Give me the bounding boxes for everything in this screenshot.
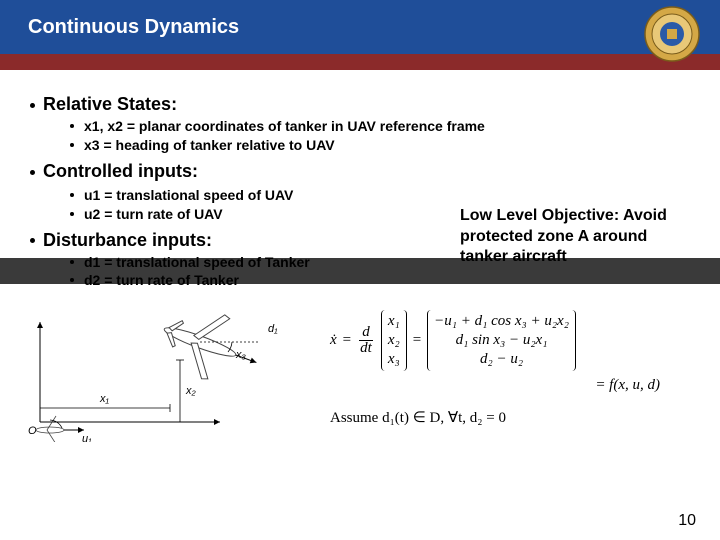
dynamics-vector: −u₁ + d₁ cos x₃ + u₂x₂ d₁ sin x₃ − u₂x₁ … [427, 310, 576, 370]
heading-text: Controlled inputs: [43, 161, 198, 181]
slide-title: Continuous Dynamics [28, 16, 239, 39]
eq-lhs: ẋ [330, 332, 337, 349]
frac-den: dt [357, 341, 375, 356]
uav-plane-icon [36, 416, 84, 442]
vec-entry: x₂ [388, 331, 400, 350]
slide-content: Relative States: x1, x2 = planar coordin… [0, 70, 720, 290]
objective-text: Low Level Objective: Avoid protected zon… [460, 184, 690, 268]
label-u1: u₁ [82, 433, 92, 442]
label-origin: O [28, 425, 37, 437]
figure-row: O x₁ x₂ d₁ x₃ [0, 302, 720, 442]
input-item: u2 = turn rate of UAV [70, 205, 460, 224]
vec-entry: d₁ sin x₃ − u₂x₁ [434, 331, 569, 350]
vec-entry: x₃ [388, 350, 400, 369]
disturb-item: d2 = turn rate of Tanker [70, 271, 460, 290]
university-seal-icon [644, 6, 700, 62]
label-x1: x₁ [99, 393, 110, 405]
frac-num: d [359, 325, 373, 341]
label-x2: x₂ [185, 385, 197, 397]
dynamics-equation: ẋ = d dt x₁ x₂ x₃ = −u₁ + d₁ cos x₃ + u₂… [330, 302, 700, 442]
disturb-item: d1 = translational speed of Tanker [70, 253, 460, 272]
section-heading-disturbance: Disturbance inputs: [30, 230, 460, 251]
label-u2: u₂ [34, 441, 45, 442]
eq-frac: d dt [357, 325, 375, 356]
header-red-band [0, 54, 720, 70]
label-x3: x₃ [235, 349, 247, 361]
tanker-plane-icon [153, 302, 268, 394]
slide-header: Continuous Dynamics [0, 0, 720, 70]
sub-list-disturbance: d1 = translational speed of Tanker d2 = … [70, 253, 460, 291]
vec-entry: x₁ [388, 312, 400, 331]
state-item: x1, x2 = planar coordinates of tanker in… [70, 117, 690, 136]
input-item: u1 = translational speed of UAV [70, 186, 460, 205]
heading-text: Relative States: [43, 94, 177, 114]
section-heading-controlled: Controlled inputs: [30, 161, 690, 182]
assumption-text: Assume d₁(t) ∈ D, ∀t, d₂ = 0 [330, 408, 700, 427]
heading-text: Disturbance inputs: [43, 230, 212, 250]
airplane-diagram: O x₁ x₂ d₁ x₃ [20, 302, 310, 442]
page-number: 10 [678, 512, 696, 530]
vec-entry: d₂ − u₂ [434, 350, 569, 369]
state-item: x3 = heading of tanker relative to UAV [70, 136, 690, 155]
label-d1: d₁ [268, 323, 278, 335]
eq-final: = f(x, u, d) [330, 377, 700, 394]
sub-list-controlled: u1 = translational speed of UAV u2 = tur… [70, 186, 460, 224]
header-blue-band: Continuous Dynamics [0, 0, 720, 54]
state-vector: x₁ x₂ x₃ [381, 310, 407, 370]
section-heading-states: Relative States: [30, 94, 690, 115]
sub-list-states: x1, x2 = planar coordinates of tanker in… [70, 117, 690, 155]
vec-entry: −u₁ + d₁ cos x₃ + u₂x₂ [434, 312, 569, 331]
